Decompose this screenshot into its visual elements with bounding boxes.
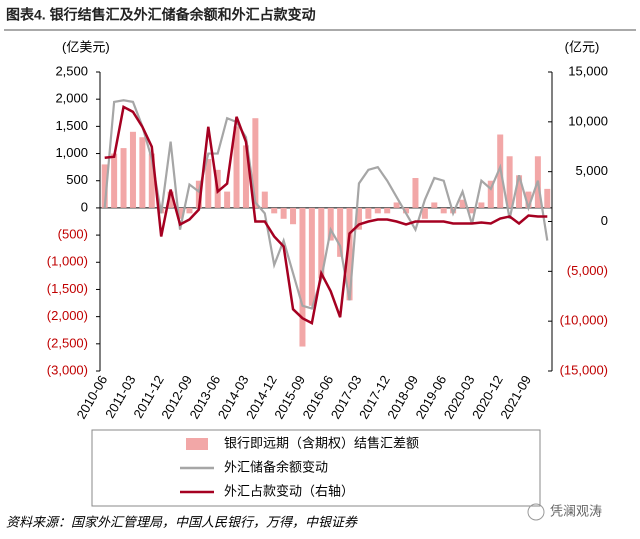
legend-label: 银行即远期（含期权）结售汇差额: [224, 435, 419, 450]
bar: [327, 207, 334, 241]
y-tick-label: 1,000: [55, 145, 88, 160]
y2-tick-label: (10,000): [560, 313, 608, 328]
y-unit: (亿美元): [62, 39, 110, 54]
bar: [120, 148, 127, 208]
legend-label: 外汇储备余额变动: [224, 459, 328, 474]
bar: [478, 202, 485, 208]
bar: [393, 202, 400, 208]
bar: [205, 158, 212, 208]
line: [104, 104, 548, 326]
y-tick-label: 1,500: [55, 118, 88, 133]
bar: [177, 207, 184, 219]
legend-swatch: [186, 438, 208, 450]
bar: [290, 207, 297, 225]
bar: [384, 207, 391, 214]
y2-tick-label: 15,000: [568, 63, 608, 78]
legend-box: [91, 429, 541, 507]
bar: [459, 199, 466, 208]
bar: [139, 137, 146, 208]
bar: [506, 156, 513, 208]
bar: [148, 153, 155, 208]
y2-tick-label: (15,000): [560, 362, 608, 377]
y2-tick-label: 0: [601, 213, 608, 228]
bar: [346, 207, 353, 301]
watermark: 凭澜观涛: [550, 503, 602, 518]
y-tick-label: 2,500: [55, 63, 88, 78]
chart-title: 图表4. 银行结售汇及外汇储备余额和外汇占款变动: [6, 7, 316, 23]
bar: [233, 126, 240, 208]
bar: [111, 153, 118, 208]
y-tick-label: (3,000): [47, 362, 88, 377]
bar: [186, 207, 193, 214]
bar: [468, 207, 475, 214]
y2-tick-label: 10,000: [568, 113, 608, 128]
y2-unit: (亿元): [565, 39, 600, 54]
y2-tick-label: 5,000: [575, 163, 608, 178]
bar: [374, 207, 381, 214]
bar: [365, 207, 372, 219]
y-tick-label: 2,000: [55, 91, 88, 106]
watermark-icon: [527, 503, 545, 521]
y-tick-label: (1,000): [47, 254, 88, 269]
bar: [299, 207, 306, 347]
bar: [525, 191, 532, 208]
bar: [167, 191, 174, 208]
bar: [271, 207, 278, 214]
bar: [280, 207, 287, 219]
bar: [129, 131, 136, 208]
bar: [308, 207, 315, 306]
y-tick-label: (500): [58, 227, 88, 242]
bar: [261, 191, 268, 208]
bar: [195, 180, 202, 208]
y-tick-label: (2,000): [47, 308, 88, 323]
y-tick-label: (1,500): [47, 281, 88, 296]
source: 资料来源：国家外汇管理局，中国人民银行，万得，中银证券: [6, 514, 358, 529]
bar: [318, 207, 325, 279]
bar: [101, 164, 108, 208]
legend-label: 外汇占款变动（右轴）: [224, 483, 354, 498]
y2-tick-label: (5,000): [567, 263, 608, 278]
y-tick-label: 0: [81, 199, 88, 214]
y-tick-label: (2,500): [47, 335, 88, 350]
bar: [421, 207, 428, 219]
y-tick-label: 500: [66, 172, 88, 187]
bar: [224, 191, 231, 208]
bar: [403, 207, 410, 214]
bar: [440, 207, 447, 214]
bar: [516, 175, 523, 208]
bar: [431, 202, 438, 208]
bar: [487, 180, 494, 208]
bar: [242, 145, 249, 208]
bar: [337, 207, 344, 257]
bar: [544, 188, 551, 208]
bar: [355, 207, 362, 230]
bar: [412, 178, 419, 208]
bar: [252, 118, 259, 208]
